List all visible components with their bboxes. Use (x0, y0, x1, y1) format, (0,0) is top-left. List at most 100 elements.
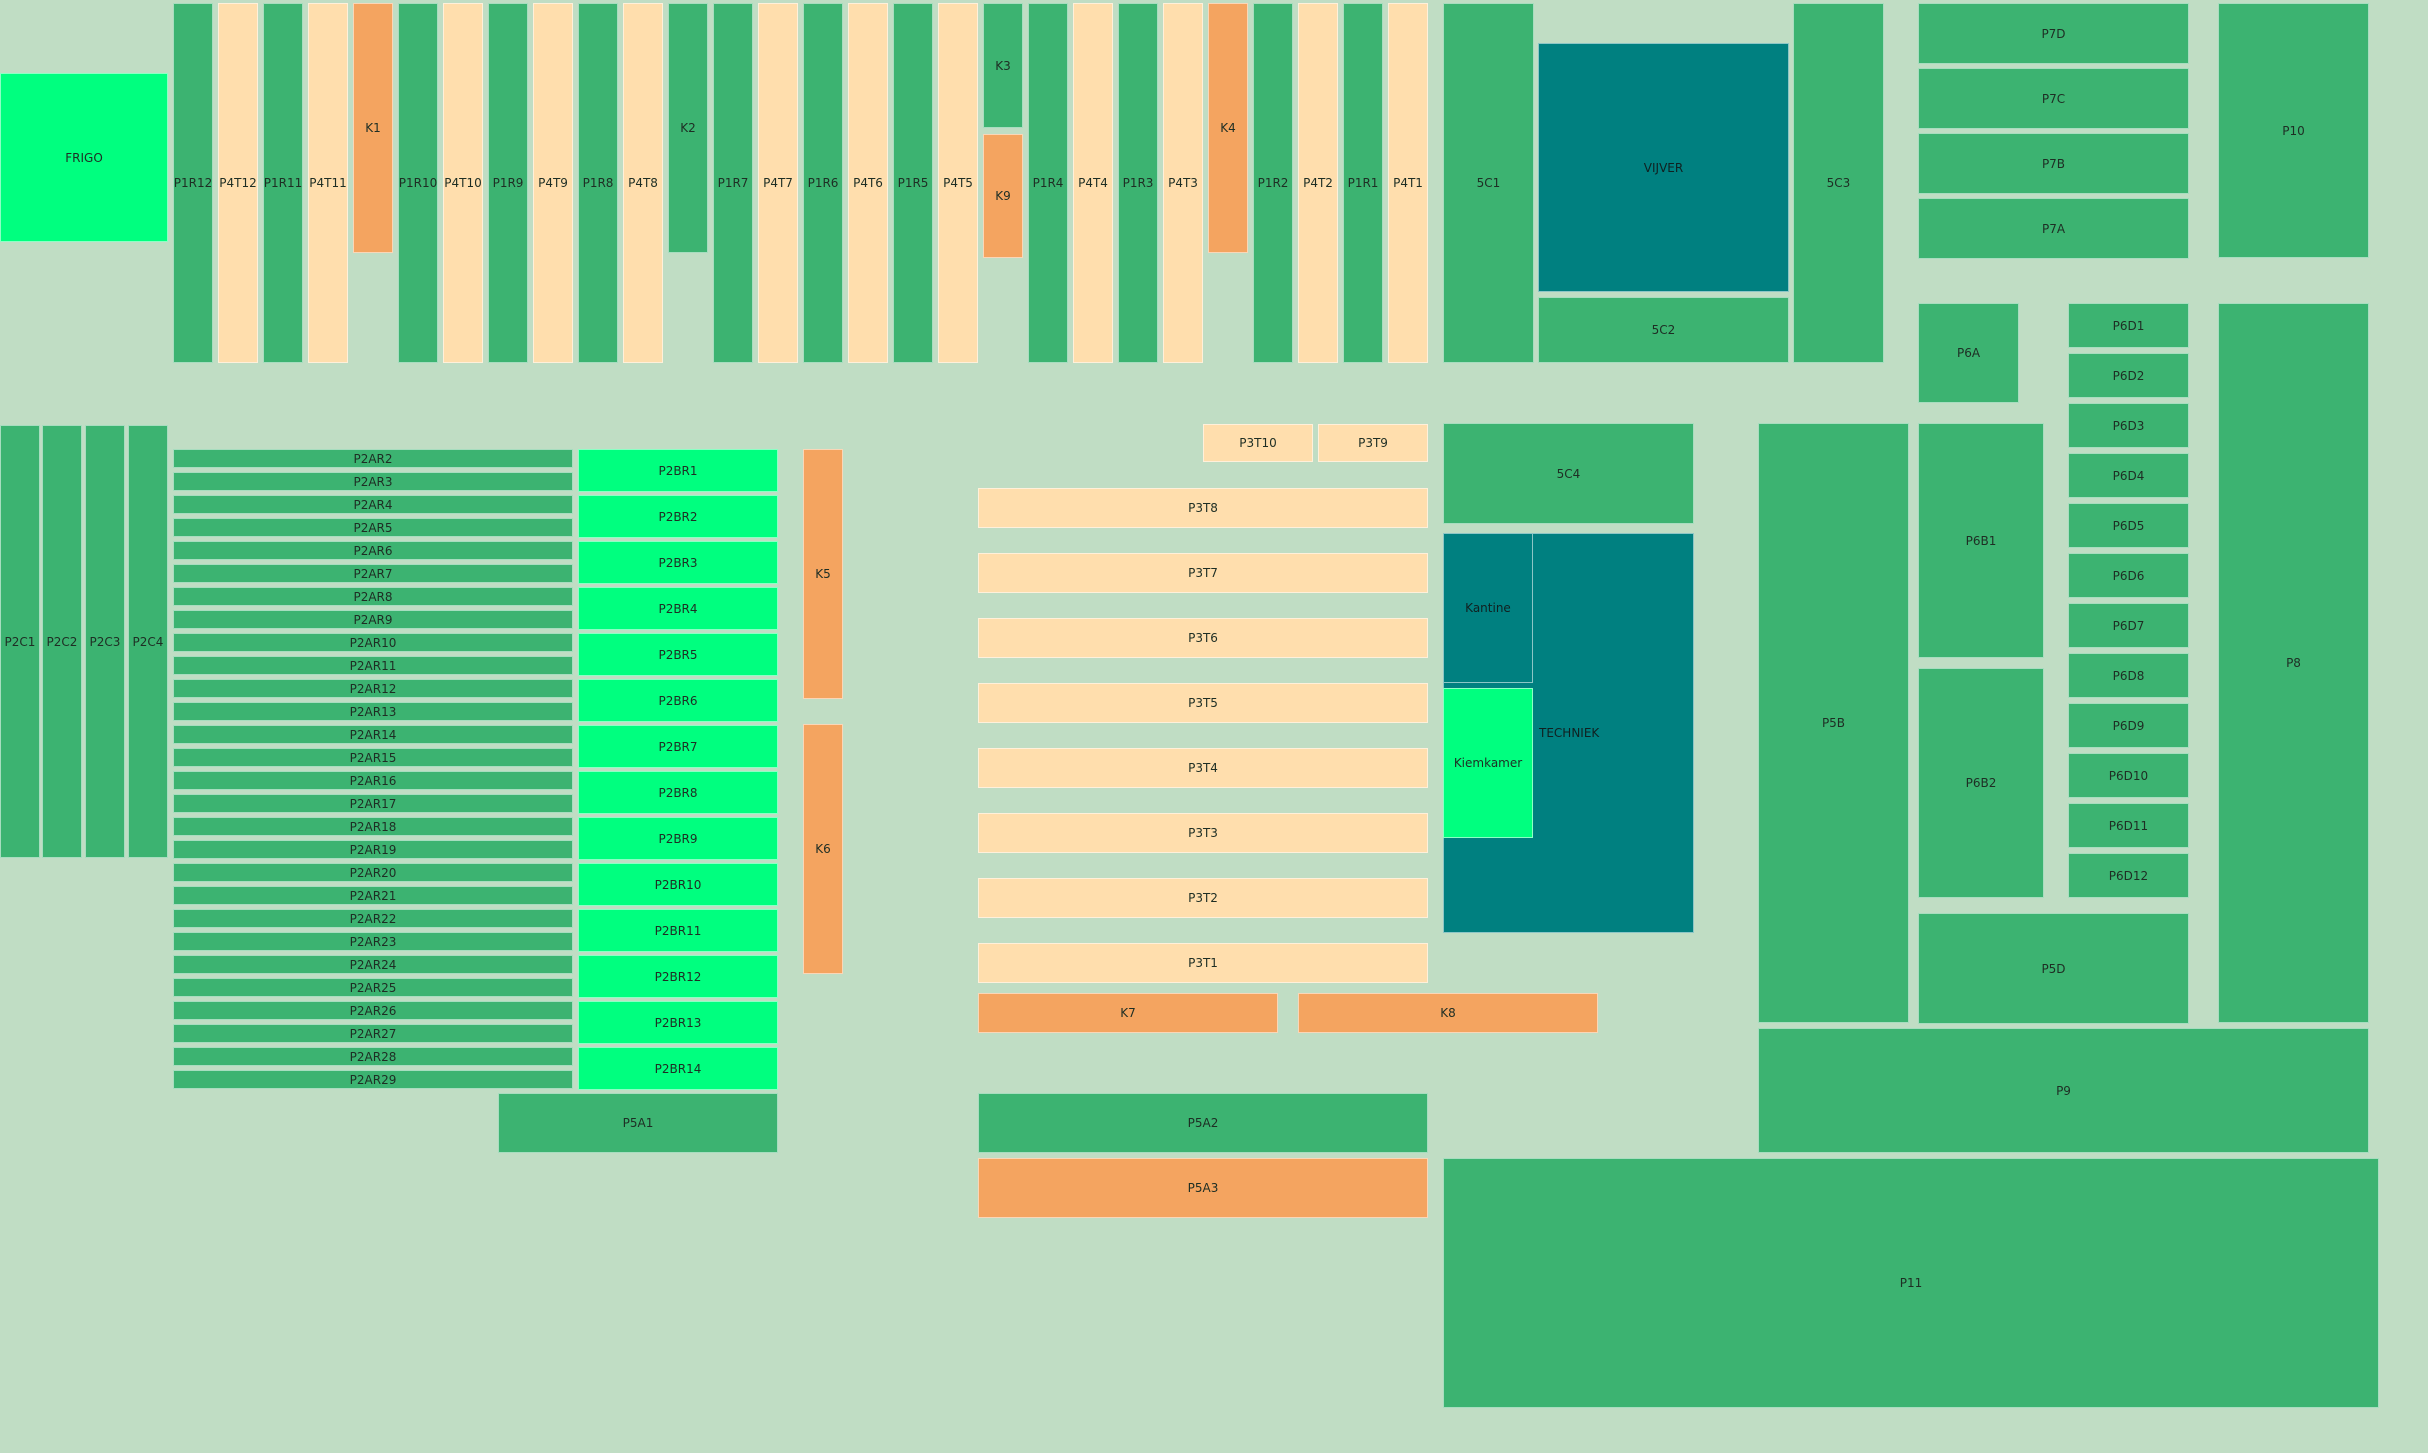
zone-k5[interactable]: K5 (803, 449, 843, 699)
zone-kantine[interactable]: Kantine (1443, 533, 1533, 683)
zone-p6d3[interactable]: P6D3 (2068, 403, 2189, 448)
zone-p1r12[interactable]: P1R12 (173, 3, 213, 363)
zone-p2ar26[interactable]: P2AR26 (173, 1001, 573, 1020)
zone-p2br13[interactable]: P2BR13 (578, 1001, 778, 1044)
zone-p3t5[interactable]: P3T5 (978, 683, 1428, 723)
zone-p6a[interactable]: P6A (1918, 303, 2019, 403)
zone-p2br9[interactable]: P2BR9 (578, 817, 778, 860)
zone-p2br8[interactable]: P2BR8 (578, 771, 778, 814)
zone-p4t1[interactable]: P4T1 (1388, 3, 1428, 363)
zone-p6d7[interactable]: P6D7 (2068, 603, 2189, 648)
zone-p4t10[interactable]: P4T10 (443, 3, 483, 363)
zone-p4t4[interactable]: P4T4 (1073, 3, 1113, 363)
zone-p6d6[interactable]: P6D6 (2068, 553, 2189, 598)
zone-p1r8[interactable]: P1R8 (578, 3, 618, 363)
zone-p4t12[interactable]: P4T12 (218, 3, 258, 363)
zone-p2br2[interactable]: P2BR2 (578, 495, 778, 538)
zone-p2br3[interactable]: P2BR3 (578, 541, 778, 584)
zone-k9[interactable]: K9 (983, 134, 1023, 258)
zone-5c2[interactable]: 5C2 (1538, 297, 1789, 363)
zone-p6d11[interactable]: P6D11 (2068, 803, 2189, 848)
zone-p1r2[interactable]: P1R2 (1253, 3, 1293, 363)
zone-p1r4[interactable]: P1R4 (1028, 3, 1068, 363)
zone-p6d12[interactable]: P6D12 (2068, 853, 2189, 898)
zone-p2ar24[interactable]: P2AR24 (173, 955, 573, 974)
zone-5c3[interactable]: 5C3 (1793, 3, 1884, 363)
zone-p1r1[interactable]: P1R1 (1343, 3, 1383, 363)
zone-p2br10[interactable]: P2BR10 (578, 863, 778, 906)
zone-p2ar22[interactable]: P2AR22 (173, 909, 573, 928)
zone-p3t10[interactable]: P3T10 (1203, 424, 1313, 462)
zone-k3[interactable]: K3 (983, 3, 1023, 128)
zone-p1r10[interactable]: P1R10 (398, 3, 438, 363)
zone-p11[interactable]: P11 (1443, 1158, 2379, 1408)
zone-p2ar7[interactable]: P2AR7 (173, 564, 573, 583)
zone-p7c[interactable]: P7C (1918, 68, 2189, 129)
zone-p10[interactable]: P10 (2218, 3, 2369, 258)
zone-p5b[interactable]: P5B (1758, 423, 1909, 1023)
zone-p4t7[interactable]: P4T7 (758, 3, 798, 363)
zone-p2ar25[interactable]: P2AR25 (173, 978, 573, 997)
zone-p6d2[interactable]: P6D2 (2068, 353, 2189, 398)
zone-p3t2[interactable]: P3T2 (978, 878, 1428, 918)
zone-p7a[interactable]: P7A (1918, 198, 2189, 259)
zone-p2c4[interactable]: P2C4 (128, 425, 168, 858)
zone-p4t9[interactable]: P4T9 (533, 3, 573, 363)
zone-p7b[interactable]: P7B (1918, 133, 2189, 194)
zone-p1r11[interactable]: P1R11 (263, 3, 303, 363)
zone-p9[interactable]: P9 (1758, 1028, 2369, 1153)
zone-p2ar11[interactable]: P2AR11 (173, 656, 573, 675)
zone-p4t8[interactable]: P4T8 (623, 3, 663, 363)
zone-p2br14[interactable]: P2BR14 (578, 1047, 778, 1090)
zone-p3t4[interactable]: P3T4 (978, 748, 1428, 788)
zone-p1r3[interactable]: P1R3 (1118, 3, 1158, 363)
zone-kiemkamer[interactable]: Kiemkamer (1443, 688, 1533, 838)
zone-p2br11[interactable]: P2BR11 (578, 909, 778, 952)
zone-p2br6[interactable]: P2BR6 (578, 679, 778, 722)
zone-p6d9[interactable]: P6D9 (2068, 703, 2189, 748)
zone-p6d10[interactable]: P6D10 (2068, 753, 2189, 798)
zone-p2ar10[interactable]: P2AR10 (173, 633, 573, 652)
zone-p8[interactable]: P8 (2218, 303, 2369, 1023)
zone-p4t2[interactable]: P4T2 (1298, 3, 1338, 363)
zone-p2c1[interactable]: P2C1 (0, 425, 40, 858)
zone-p5a2[interactable]: P5A2 (978, 1093, 1428, 1153)
zone-p2ar2[interactable]: P2AR2 (173, 449, 573, 468)
zone-p3t9[interactable]: P3T9 (1318, 424, 1428, 462)
zone-p2ar23[interactable]: P2AR23 (173, 932, 573, 951)
zone-p4t3[interactable]: P4T3 (1163, 3, 1203, 363)
zone-p2c3[interactable]: P2C3 (85, 425, 125, 858)
zone-p2ar15[interactable]: P2AR15 (173, 748, 573, 767)
zone-p6d1[interactable]: P6D1 (2068, 303, 2189, 348)
zone-5c4[interactable]: 5C4 (1443, 423, 1694, 524)
zone-p2ar27[interactable]: P2AR27 (173, 1024, 573, 1043)
zone-p1r6[interactable]: P1R6 (803, 3, 843, 363)
zone-p2ar8[interactable]: P2AR8 (173, 587, 573, 606)
zone-p5a3[interactable]: P5A3 (978, 1158, 1428, 1218)
zone-k7[interactable]: K7 (978, 993, 1278, 1033)
zone-p2ar4[interactable]: P2AR4 (173, 495, 573, 514)
zone-p2ar29[interactable]: P2AR29 (173, 1070, 573, 1089)
zone-p1r9[interactable]: P1R9 (488, 3, 528, 363)
zone-p2ar5[interactable]: P2AR5 (173, 518, 573, 537)
zone-p3t8[interactable]: P3T8 (978, 488, 1428, 528)
zone-p2ar9[interactable]: P2AR9 (173, 610, 573, 629)
zone-p2ar18[interactable]: P2AR18 (173, 817, 573, 836)
zone-p1r7[interactable]: P1R7 (713, 3, 753, 363)
zone-k8[interactable]: K8 (1298, 993, 1598, 1033)
zone-p2ar20[interactable]: P2AR20 (173, 863, 573, 882)
zone-k1[interactable]: K1 (353, 3, 393, 253)
zone-p2c2[interactable]: P2C2 (42, 425, 82, 858)
zone-p2br4[interactable]: P2BR4 (578, 587, 778, 630)
zone-p2ar19[interactable]: P2AR19 (173, 840, 573, 859)
zone-p2ar13[interactable]: P2AR13 (173, 702, 573, 721)
zone-p5d[interactable]: P5D (1918, 913, 2189, 1024)
zone-vijver[interactable]: VIJVER (1538, 43, 1789, 292)
zone-p6d4[interactable]: P6D4 (2068, 453, 2189, 498)
zone-p2ar3[interactable]: P2AR3 (173, 472, 573, 491)
zone-p3t6[interactable]: P3T6 (978, 618, 1428, 658)
zone-p2br12[interactable]: P2BR12 (578, 955, 778, 998)
zone-p2ar17[interactable]: P2AR17 (173, 794, 573, 813)
zone-p6d8[interactable]: P6D8 (2068, 653, 2189, 698)
zone-p2ar16[interactable]: P2AR16 (173, 771, 573, 790)
